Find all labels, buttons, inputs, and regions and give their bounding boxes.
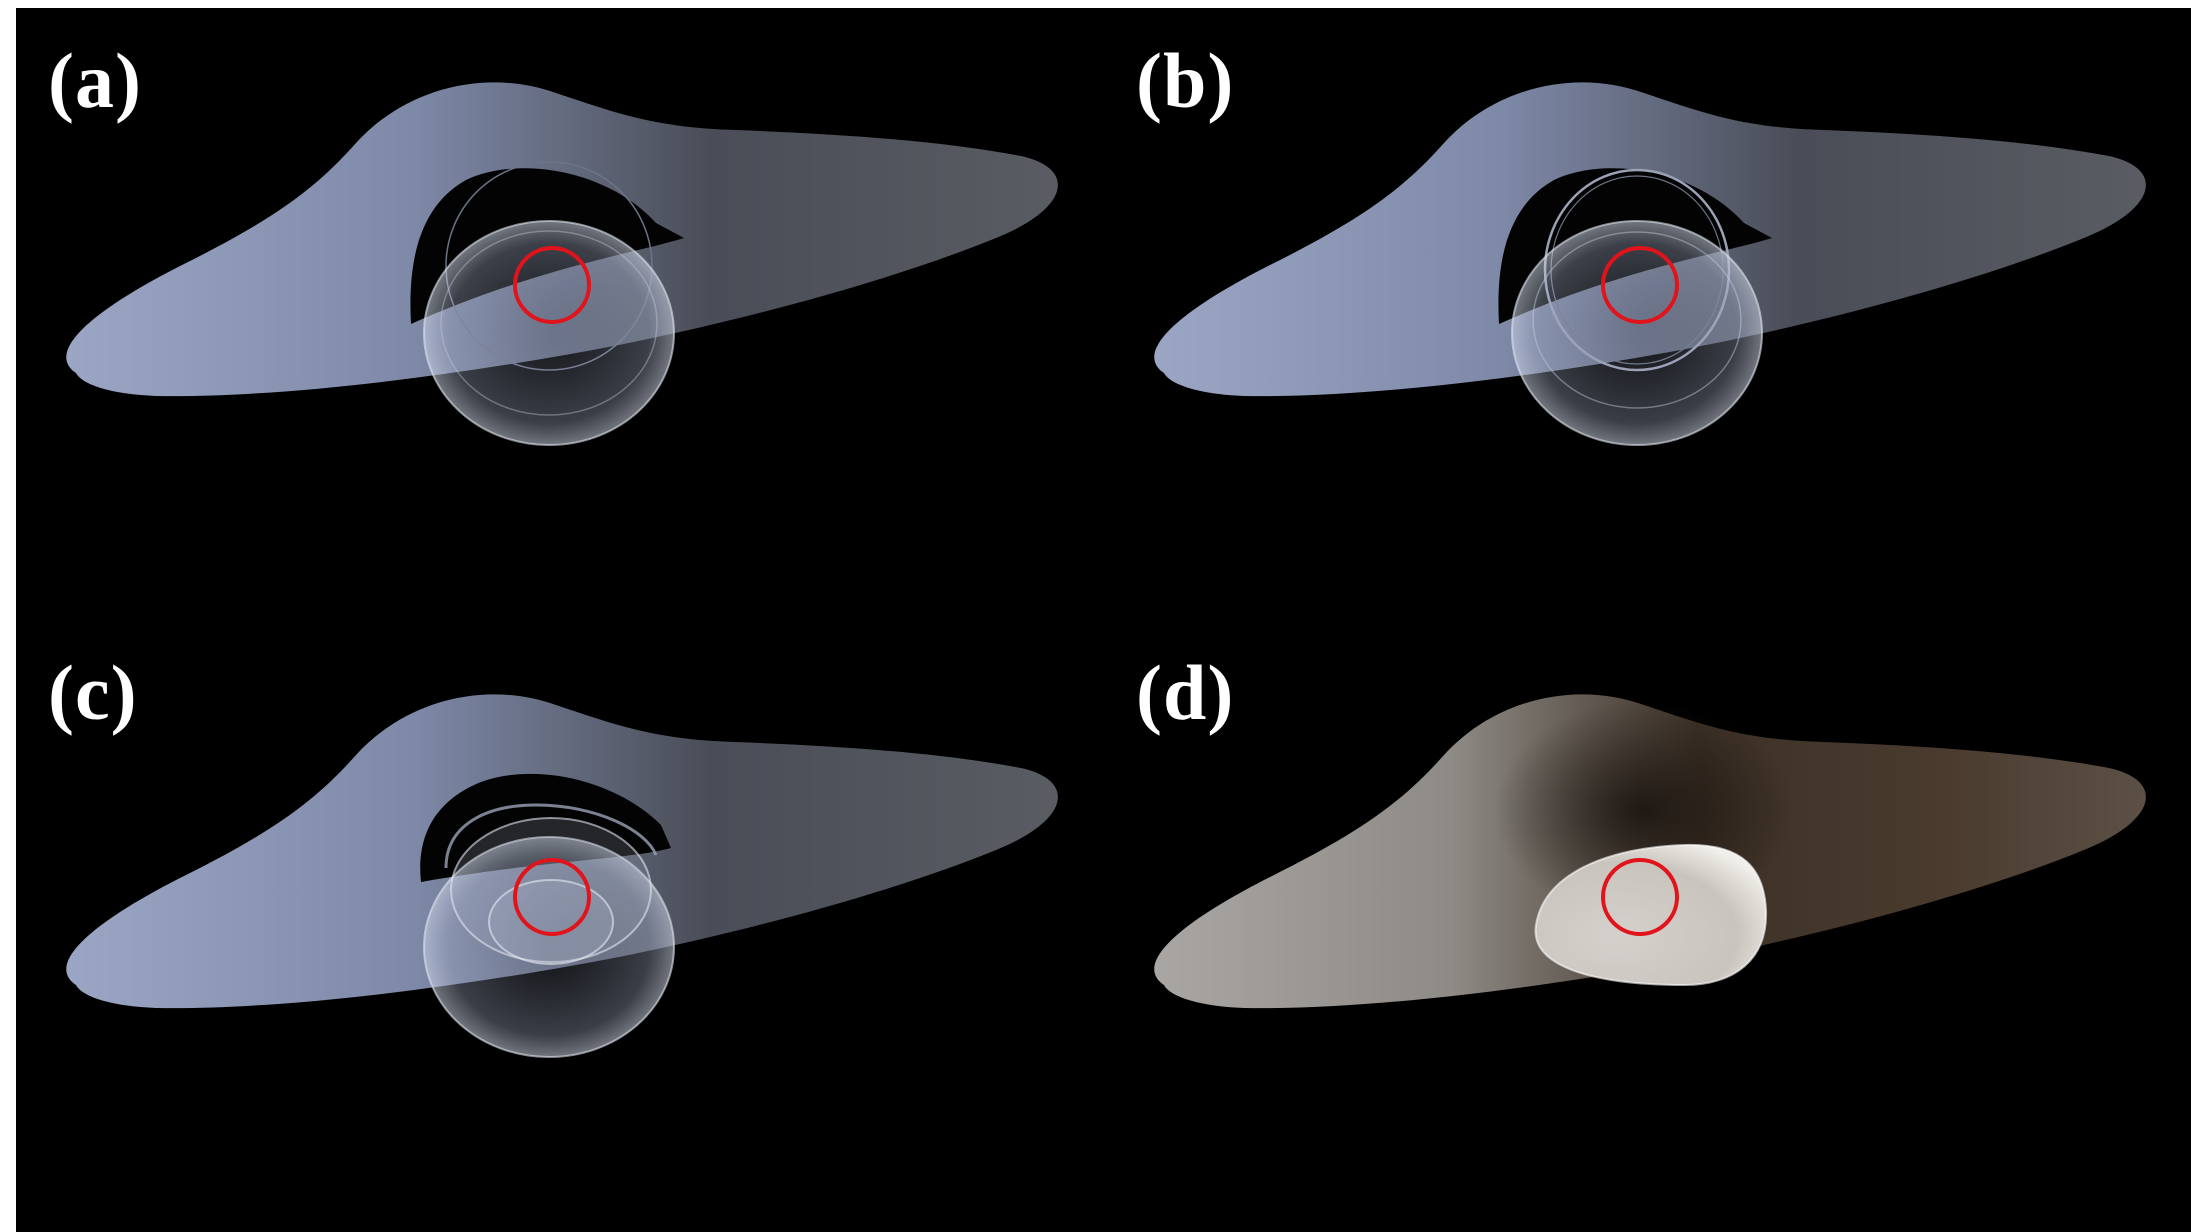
red-circle-marker [1601,246,1679,324]
red-circle-marker [1601,858,1679,936]
red-circle-marker [513,858,591,936]
bright-lensed-image [1534,843,1768,987]
panel-label-c: (c) [48,649,138,736]
inner-lensed-image [440,230,658,416]
panel-b-image [1154,82,2146,446]
panel-b: (b) [1104,8,2191,620]
panel-d-image [1154,694,2146,1009]
secondary-lensed-image [450,817,652,963]
lensed-disk-image [423,836,675,1058]
figure: (a) [16,8,2191,1232]
inner-lensed-image [488,879,614,965]
panel-label-d: (d) [1136,649,1235,736]
panel-d: (d) [1104,620,2191,1232]
panel-c: (c) [16,620,1104,1232]
panel-label-a: (a) [48,37,142,124]
inner-arc [444,803,658,869]
panel-a: (a) [16,8,1104,620]
red-circle-marker [513,246,591,324]
panel-c-image [66,694,1058,1058]
lensed-disk-image [423,220,675,446]
inner-lensed-image [1532,231,1742,409]
panel-label-b: (b) [1136,37,1235,124]
lensed-disk-image [1511,220,1763,446]
panel-a-image [66,82,1058,446]
